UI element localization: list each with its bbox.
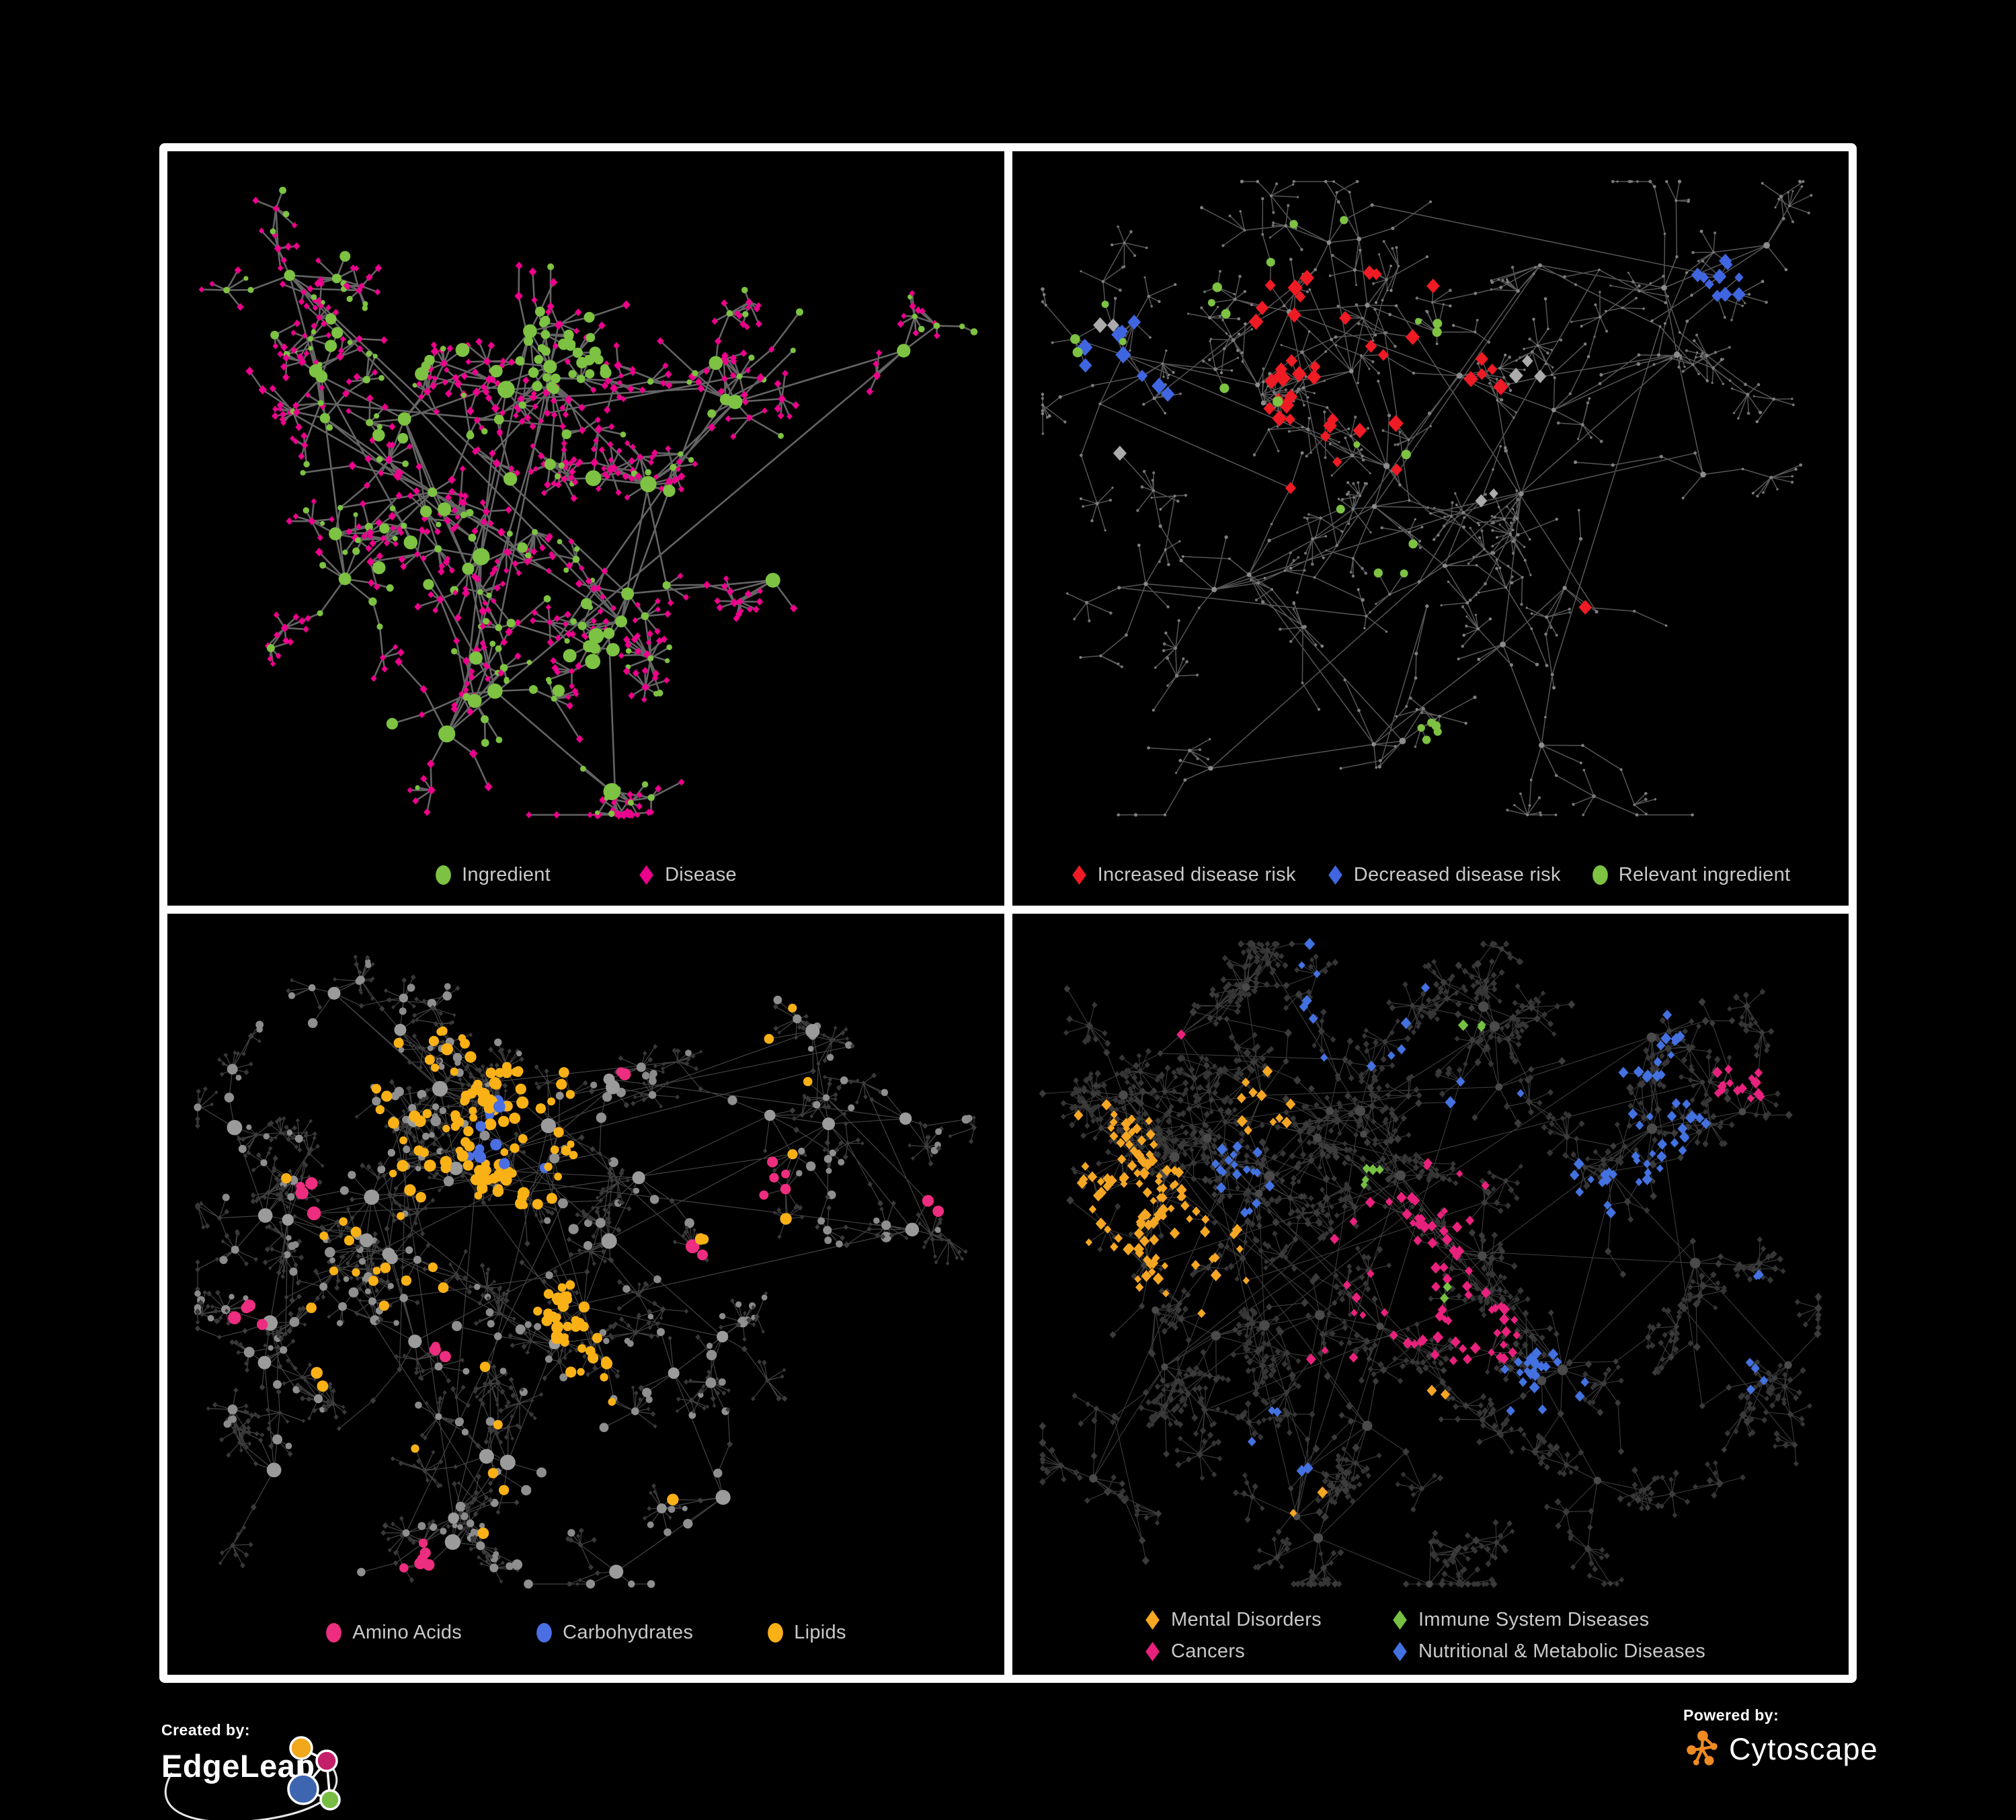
legend-item-increased-risk: Increased disease risk (1071, 864, 1296, 886)
legend-label: Nutritional & Metabolic Diseases (1418, 1640, 1706, 1662)
panel-grid: Ingredient Disease Increased disease (159, 143, 1857, 1683)
legend-label: Immune System Diseases (1418, 1609, 1650, 1630)
legend-item-carbohydrates: Carbohydrates (536, 1622, 693, 1644)
carbohydrates-marker-icon (536, 1623, 552, 1643)
ingredient-marker-icon (436, 865, 451, 885)
macronutrient-legend: Amino Acids Carbohydrates Lipids (167, 1622, 1004, 1644)
legend-label: Carbohydrates (563, 1622, 694, 1643)
amino-acids-marker-icon (326, 1623, 342, 1643)
legend-item-decreased-risk: Decreased disease risk (1327, 864, 1561, 886)
disease-classes-network-graph (1039, 938, 1822, 1589)
created-by-block: Created by: EdgeLeap (161, 1721, 511, 1820)
disease-marker-icon (639, 865, 653, 885)
legend-label: Lipids (794, 1622, 846, 1643)
legend-label: Decreased disease risk (1353, 864, 1561, 885)
legend-item-ingredient: Ingredient (435, 864, 551, 886)
legend-label: Disease (665, 864, 737, 885)
cancers-marker-icon (1145, 1642, 1160, 1661)
nutritional-metabolic-marker-icon (1393, 1642, 1407, 1661)
legend-label: Relevant ingredient (1618, 864, 1791, 885)
legend-item-nutritional-metabolic: Nutritional & Metabolic Diseases (1392, 1640, 1705, 1663)
legend-label: Ingredient (462, 864, 551, 885)
ingredient-disease-network-graph (198, 186, 978, 820)
disease-risk-legend: Increased disease risk Decreased disease… (1012, 864, 1849, 886)
powered-by-label: Powered by: (1683, 1706, 1779, 1724)
lipids-marker-icon (768, 1623, 784, 1643)
disease-classes-legend: Mental Disorders Immune System Diseases … (1144, 1609, 1705, 1663)
legend-item-lipids: Lipids (767, 1622, 846, 1644)
edgeleap-logo-icon (287, 1736, 341, 1811)
legend-item-cancers: Cancers (1144, 1640, 1392, 1663)
cytoscape-wordmark: Cytoscape (1729, 1732, 1878, 1766)
legend-item-amino-acids: Amino Acids (325, 1622, 462, 1644)
disease-risk-network-graph (1041, 180, 1813, 817)
legend-item-mental-disorders: Mental Disorders (1144, 1609, 1392, 1631)
panel-disease-classes: Mental Disorders Immune System Diseases … (1012, 914, 1849, 1675)
ingredient-disease-legend: Ingredient Disease (167, 864, 1004, 886)
panel-macronutrient-classes: Amino Acids Carbohydrates Lipids (167, 914, 1004, 1675)
decreased-risk-marker-icon (1328, 865, 1342, 885)
legend-label: Cancers (1171, 1640, 1246, 1662)
macronutrient-network-graph (194, 954, 977, 1589)
panel-disease-risk: Increased disease risk Decreased disease… (1012, 151, 1849, 906)
relevant-ingredient-marker-icon (1592, 865, 1608, 885)
legend-label: Increased disease risk (1097, 864, 1296, 885)
legend-item-relevant-ingredient: Relevant ingredient (1592, 864, 1791, 886)
immune-system-marker-icon (1393, 1610, 1407, 1630)
mental-disorders-marker-icon (1145, 1610, 1160, 1630)
created-by-label: Created by: (161, 1721, 251, 1739)
legend-item-disease: Disease (638, 864, 737, 886)
powered-by-block: Powered by: (1683, 1706, 1878, 1770)
panel-ingredient-disease: Ingredient Disease (167, 151, 1004, 906)
increased-risk-marker-icon (1072, 865, 1086, 885)
legend-label: Mental Disorders (1171, 1609, 1322, 1630)
cytoscape-logo-icon (1687, 1731, 1718, 1766)
legend-label: Amino Acids (352, 1622, 462, 1643)
legend-item-immune-system-diseases: Immune System Diseases (1392, 1609, 1705, 1631)
